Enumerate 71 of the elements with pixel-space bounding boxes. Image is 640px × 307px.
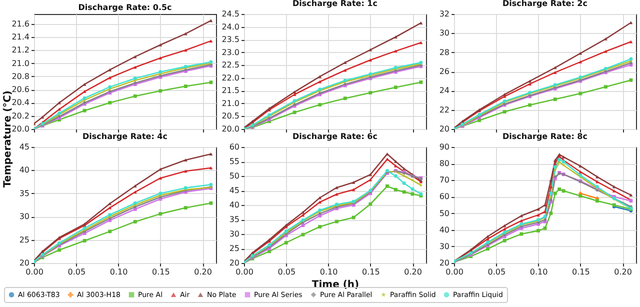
y-tick-label: 30 xyxy=(19,212,30,222)
y-tick-label: 32 xyxy=(439,10,450,18)
y-tick-label: 20 xyxy=(439,258,450,268)
y-tick-label: 20 xyxy=(229,258,240,268)
y-tick-label: 35 xyxy=(229,215,240,224)
y-tick-label: 22 xyxy=(439,105,450,114)
x-tick-label: 0.20 xyxy=(194,268,212,276)
y-axis-title: Temperature (°C) xyxy=(2,90,14,188)
y-tick-label: 30 xyxy=(439,242,450,251)
y-tick-label: 24 xyxy=(439,86,450,96)
y-tick-label: 30 xyxy=(439,28,450,38)
y-tick-label: 24.5 xyxy=(222,10,240,18)
y-tick-label: 50 xyxy=(229,172,240,180)
y-tick-label: 55 xyxy=(229,157,240,166)
y-tick-label: 26 xyxy=(439,67,450,76)
y-tick-label: 21.5 xyxy=(222,86,240,96)
y-tick-label: 40 xyxy=(19,166,30,175)
y-tick-label: 45 xyxy=(19,142,30,152)
chart-title: Discharge Rate: 1c xyxy=(292,0,378,8)
x-tick-label: 0.20 xyxy=(404,268,422,276)
y-tick-label: 30 xyxy=(229,230,240,238)
y-tick-label: 20.8 xyxy=(12,72,30,81)
y-tick-label: 80 xyxy=(439,159,450,168)
y-tick-label: 21.0 xyxy=(222,98,240,108)
chart-title: Discharge Rate: 2c xyxy=(502,0,588,8)
y-tick-label: 23.5 xyxy=(222,35,240,44)
x-tick-label: 0.00 xyxy=(236,268,254,276)
y-tick-label: 20 xyxy=(19,258,30,268)
y-tick-label: 40 xyxy=(229,200,240,210)
x-tick-label: 0.15 xyxy=(362,268,380,276)
x-tick-label: 0.10 xyxy=(320,268,338,276)
chart-title: Discharge Rate: 0.5c xyxy=(78,3,172,12)
x-tick-label: 0.05 xyxy=(278,268,296,276)
y-tick-label: 24.0 xyxy=(222,22,240,32)
y-tick-label: 20.2 xyxy=(12,111,30,120)
x-tick-label: 0.15 xyxy=(572,268,590,276)
y-tick-label: 20.6 xyxy=(12,85,30,94)
y-tick-label: 22.0 xyxy=(222,73,240,82)
x-tick-label: 0.05 xyxy=(488,268,506,276)
y-tick-label: 25 xyxy=(229,244,240,253)
chart-title: Discharge Rate: 6c xyxy=(292,132,378,141)
y-tick-label: 21.2 xyxy=(12,46,30,55)
chart-title: Discharge Rate: 8c xyxy=(502,132,588,141)
y-tick-label: 90 xyxy=(439,142,450,152)
y-tick-label: 23.0 xyxy=(222,48,240,57)
chart-title: Discharge Rate: 4c xyxy=(82,132,168,141)
y-tick-label: 25 xyxy=(19,235,30,244)
y-tick-label: 22.5 xyxy=(222,60,240,70)
x-tick-label: 0.05 xyxy=(68,268,86,276)
y-tick-label: 28 xyxy=(439,48,450,57)
y-tick-label: 20 xyxy=(439,124,450,134)
x-tick-label: 0.00 xyxy=(446,268,464,276)
x-tick-label: 0.20 xyxy=(614,268,632,276)
y-tick-label: 50 xyxy=(439,208,450,218)
x-tick-label: 0.10 xyxy=(530,268,548,276)
y-tick-label: 20.0 xyxy=(12,124,30,134)
y-tick-label: 35 xyxy=(19,188,30,198)
y-tick-label: 20.4 xyxy=(12,98,30,108)
y-tick-label: 60 xyxy=(229,142,240,152)
y-tick-label: 20.5 xyxy=(222,112,240,121)
y-tick-label: 20.0 xyxy=(222,124,240,134)
x-tick-label: 0.10 xyxy=(110,268,128,276)
y-tick-label: 21.0 xyxy=(12,58,30,68)
y-tick-label: 70 xyxy=(439,176,450,185)
y-tick-label: 21.4 xyxy=(12,32,30,42)
x-tick-label: 0.00 xyxy=(26,268,44,276)
y-tick-label: 40 xyxy=(439,225,450,234)
y-tick-label: 60 xyxy=(439,192,450,202)
y-tick-label: 21.6 xyxy=(12,19,30,28)
y-tick-label: 45 xyxy=(229,186,240,195)
x-tick-label: 0.15 xyxy=(152,268,170,276)
